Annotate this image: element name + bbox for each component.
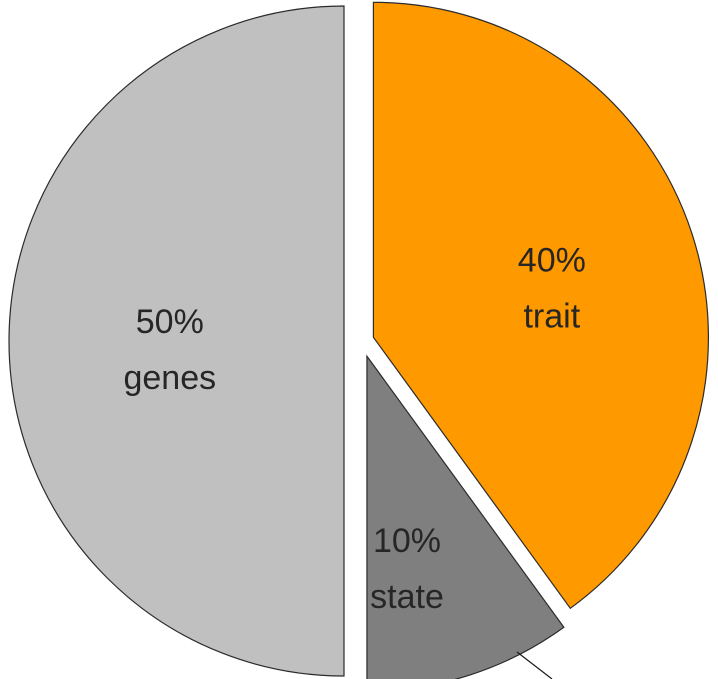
slice-genes [8,5,345,677]
slice-state-value-label: 10% [373,522,441,560]
slice-trait-category-label: trait [523,297,580,335]
state-leader-line [516,651,553,679]
slice-genes-category-label: genes [123,359,216,397]
slice-state-category-label: state [370,578,444,616]
slice-genes-value-label: 50% [136,303,204,341]
slice-state [366,354,565,679]
pie-slices [8,1,710,679]
slice-trait-value-label: 40% [518,241,586,279]
slice-trait [372,1,710,610]
pie-labels: 40% trait 10% state 50% genes [123,241,585,616]
